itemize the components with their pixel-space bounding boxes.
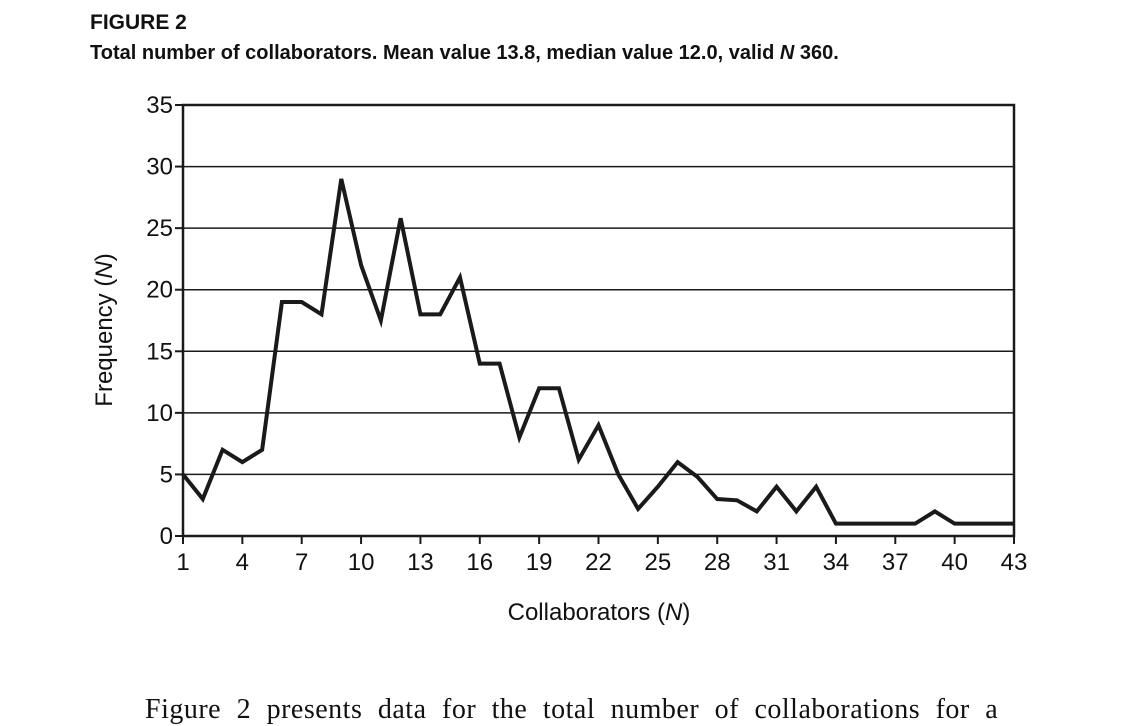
grid-lines (183, 165, 1014, 476)
x-tick-label-37: 37 (882, 549, 909, 576)
x-axis-title: Collaborators (N) (508, 599, 691, 626)
figure-caption: Total number of collaborators. Mean valu… (90, 42, 839, 65)
series-line (181, 178, 1014, 526)
y-tick-label-35: 35 (146, 92, 173, 119)
x-axis-title-main: Collaborators ( (508, 599, 665, 626)
x-tick-label-16: 16 (466, 549, 493, 576)
body-paragraph: Figure 2 presents data for the total num… (145, 694, 999, 725)
frequency-line-chart: 0 5 10 15 20 25 30 35 1 4 7 10 13 16 19 22 25 28 31 34 37 40… (91, 92, 1027, 626)
y-tick-label-0: 0 (160, 523, 173, 550)
y-tick-label-25: 25 (146, 215, 173, 242)
x-tick-label-25: 25 (645, 549, 672, 576)
y-axis-title-italic: N (91, 261, 118, 279)
y-axis-title-main: Frequency ( (91, 279, 118, 407)
x-tick-label-28: 28 (704, 549, 731, 576)
y-tick-label-15: 15 (146, 338, 173, 365)
x-axis-ticks: 1 4 7 10 13 16 19 22 25 28 31 34 37 40 43 (176, 536, 1027, 576)
x-tick-label-22: 22 (585, 549, 612, 576)
y-tick-label-10: 10 (146, 400, 173, 427)
x-tick-label-43: 43 (1001, 549, 1028, 576)
caption-text: Total number of collaborators. Mean valu… (90, 42, 780, 64)
y-tick-label-30: 30 (146, 154, 173, 181)
x-tick-label-4: 4 (236, 549, 249, 576)
x-tick-label-31: 31 (763, 549, 790, 576)
y-axis-title-close: ) (91, 253, 118, 261)
y-axis-ticks: 0 5 10 15 20 25 30 35 (146, 92, 183, 550)
x-tick-label-10: 10 (348, 549, 375, 576)
x-tick-label-40: 40 (941, 549, 968, 576)
y-tick-label-20: 20 (146, 277, 173, 304)
x-axis-title-close: ) (682, 599, 690, 626)
x-tick-label-19: 19 (526, 549, 553, 576)
x-tick-label-1: 1 (176, 549, 189, 576)
caption-italic-n: N (779, 42, 795, 64)
x-tick-label-34: 34 (823, 549, 850, 576)
x-tick-label-13: 13 (407, 549, 434, 576)
x-axis-title-italic: N (665, 599, 683, 626)
caption-text-end: 360. (794, 42, 839, 64)
plot-frame (181, 103, 1016, 538)
y-tick-label-5: 5 (160, 461, 173, 488)
y-axis-title: Frequency (N) (91, 253, 118, 406)
figure-label: FIGURE 2 (90, 11, 187, 34)
x-tick-label-7: 7 (295, 549, 308, 576)
